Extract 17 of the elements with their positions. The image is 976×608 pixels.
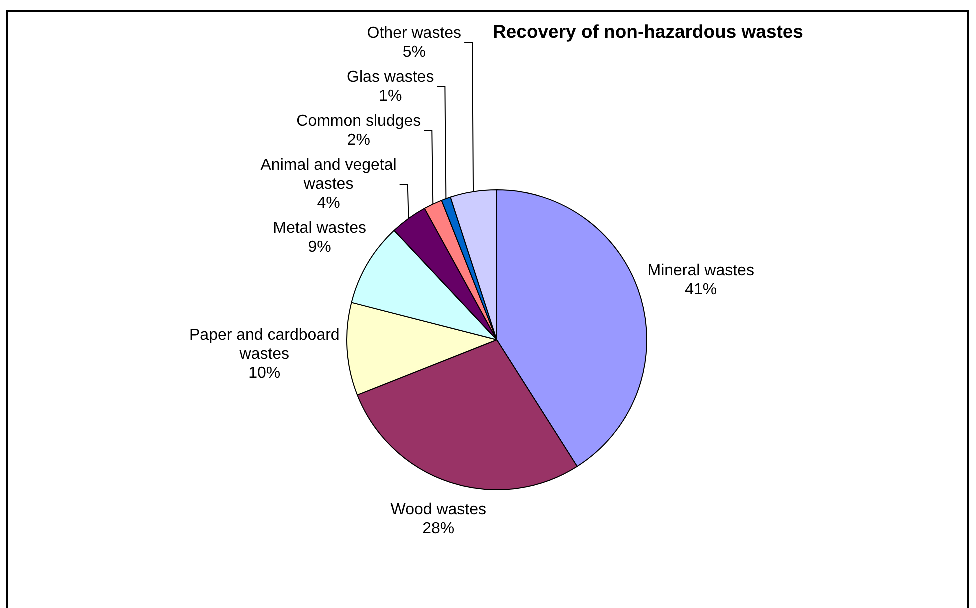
chart-title: Recovery of non-hazardous wastes xyxy=(493,21,804,42)
data-label: 10% xyxy=(248,365,281,382)
slice-label: Metal wastes xyxy=(273,220,366,237)
data-label: 28% xyxy=(422,520,455,538)
slice-label: Wood wastes xyxy=(390,502,487,519)
slice-label: Glas wastes xyxy=(347,69,434,86)
data-label: 4% xyxy=(317,195,340,212)
data-label: 1% xyxy=(379,88,402,105)
slice-label: Paper and cardboard wastes xyxy=(189,327,340,364)
data-label: 9% xyxy=(308,239,332,256)
data-label: 41% xyxy=(685,282,718,299)
slice-label: Animal and vegetal wastes xyxy=(260,157,397,193)
slice-label: Common sludges xyxy=(296,113,422,130)
data-label: 2% xyxy=(347,132,370,149)
slice-label: Mineral wastes xyxy=(648,262,754,280)
data-label: 5% xyxy=(402,44,426,61)
slice-label: Other wastes xyxy=(367,25,462,42)
